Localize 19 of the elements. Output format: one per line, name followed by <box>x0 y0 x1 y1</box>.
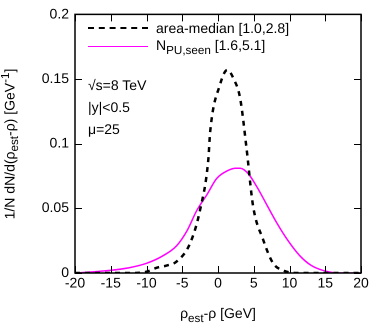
x-tick-label: 0 <box>214 274 222 290</box>
y-tick-label: 0.1 <box>50 134 70 151</box>
x-axis-title: ρ$_{est}$-ρ [GeV] <box>180 305 256 325</box>
x-tick-label: -10 <box>136 274 157 290</box>
x-tick-label: 10 <box>282 274 298 290</box>
x-tick-label: 20 <box>353 274 369 290</box>
x-tick-label: -5 <box>176 274 189 290</box>
y-tick-label: 0 <box>61 264 70 280</box>
x-tick-label: 5 <box>250 274 258 290</box>
x-tick-label: 15 <box>317 274 334 290</box>
y-tick-label: 0.2 <box>50 5 70 22</box>
x-tick-label: -15 <box>100 274 122 290</box>
legend-label: N$_{PU,seen}$ [1.6,5.1] <box>156 36 266 56</box>
annotation: |y|<0.5 <box>88 98 131 117</box>
annotation: μ=25 <box>88 120 121 139</box>
annotation: √s=8 TeV <box>88 76 146 95</box>
legend-label: area-median [1.0,2.8] <box>156 20 290 36</box>
y-tick-label: 0.15 <box>42 70 70 86</box>
y-tick-label: 0.05 <box>42 199 70 216</box>
